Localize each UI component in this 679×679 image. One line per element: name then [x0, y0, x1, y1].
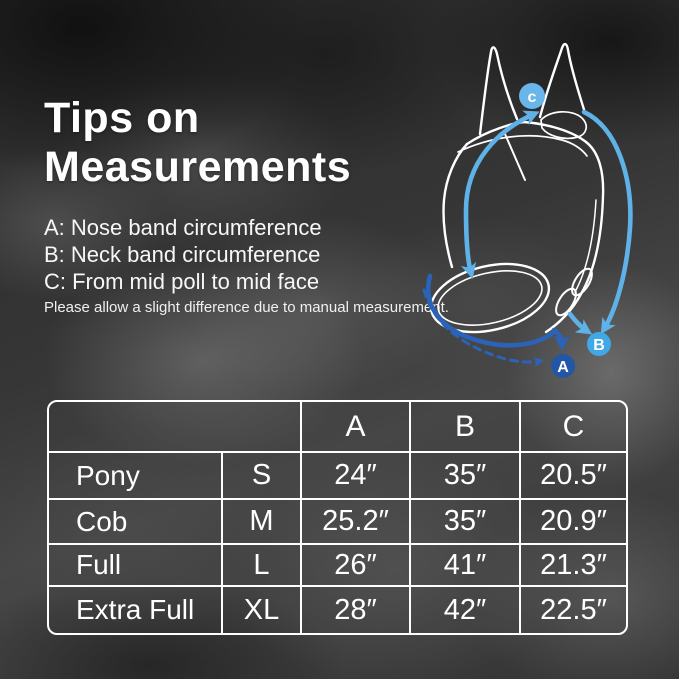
badge-b-circle [587, 332, 611, 356]
row-extrafull-name: Extra Full [49, 587, 223, 633]
mask-line-art [429, 42, 605, 334]
badge-c-label: c [528, 89, 537, 106]
arrow-a-nose-hook [551, 327, 570, 352]
badge-c-circle [519, 83, 545, 109]
jaw-pleat-lower [555, 287, 577, 317]
measurement-note: Please allow a slight difference due to … [44, 299, 449, 316]
nose-band-outer [429, 262, 551, 334]
nose-band-inner [437, 270, 543, 326]
column-header-a: A [302, 402, 411, 453]
title-line-2: Measurements [44, 143, 352, 191]
row-full-a: 26″ [302, 545, 411, 587]
measurement-badges: c B A [519, 83, 611, 378]
mask-face-outline [465, 120, 605, 334]
row-extrafull-a: 28″ [302, 587, 411, 633]
row-full-b: 41″ [411, 545, 521, 587]
row-pony-name: Pony [49, 453, 223, 500]
ear-hole-trim [540, 111, 588, 140]
arrow-c-poll-to-face [460, 110, 540, 280]
row-pony-size: S [223, 453, 302, 500]
mask-right-ear [538, 42, 587, 119]
header-blank-cell [49, 402, 302, 453]
arrow-a-nose-arc [426, 273, 557, 348]
measurement-legend: A: Nose band circumference B: Neck band … [44, 214, 322, 295]
row-full-size: L [223, 545, 302, 587]
size-chart-table: A B C Pony S 24″ 35″ 20.5″ Cob M 25.2″ 3… [47, 400, 628, 635]
right-jaw-seam [574, 199, 597, 293]
row-full-c: 21.3″ [521, 545, 626, 587]
row-extrafull-c: 22.5″ [540, 593, 607, 626]
legend-item-c: C: From mid poll to mid face [44, 269, 320, 294]
mask-left-ear [478, 46, 519, 136]
measurement-arrows [422, 109, 633, 368]
arrow-b-neck-short [567, 311, 593, 335]
row-cob-size: M [223, 500, 302, 545]
row-full-name: Full [49, 545, 223, 587]
row-cob-b: 35″ [411, 500, 521, 545]
arrow-a-dashed [422, 288, 545, 368]
row-cob-name: Cob [49, 500, 223, 545]
title-line-1: Tips on [44, 94, 200, 142]
row-cob-c: 20.9″ [521, 500, 626, 545]
badge-a-circle [551, 354, 575, 378]
row-pony-a: 24″ [302, 453, 411, 500]
row-pony-b: 35″ [411, 453, 521, 500]
legend-item-a: A: Nose band circumference [44, 215, 322, 240]
column-header-b: B [411, 402, 521, 453]
arrow-b-neck-long [581, 109, 633, 335]
row-pony-c: 20.5″ [521, 453, 626, 500]
row-extrafull-size: XL [223, 587, 302, 633]
row-extrafull-b: 42″ [411, 587, 521, 633]
badge-b-label: B [593, 337, 605, 354]
badge-a-label: A [557, 359, 569, 376]
forehead-strap [504, 133, 526, 181]
jaw-pleat-upper [571, 267, 593, 297]
fly-mask-diagram: c B A [422, 42, 633, 378]
mask-left-cheek [442, 142, 469, 269]
legend-item-b: B: Neck band circumference [44, 242, 321, 267]
column-header-c: C [521, 402, 626, 453]
row-cob-a: 25.2″ [302, 500, 411, 545]
page-title: Tips on Measurements [44, 94, 351, 192]
